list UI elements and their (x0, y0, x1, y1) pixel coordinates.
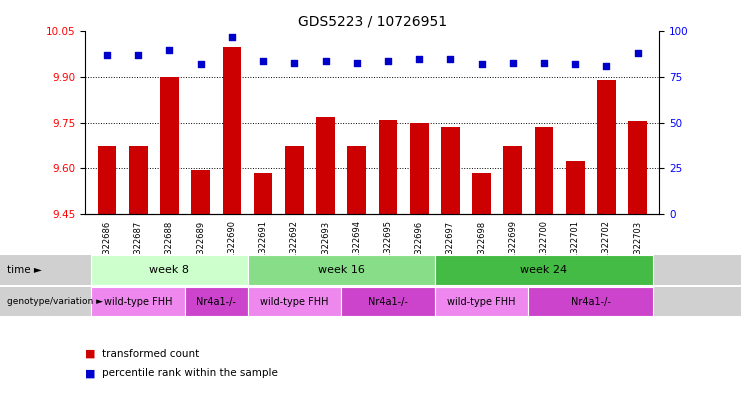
Bar (253, 173, 273, 214)
Text: week 16: week 16 (318, 265, 365, 275)
Text: wild-type FHH: wild-type FHH (260, 297, 328, 307)
Point (413, 56, 425, 62)
Bar (222, 47, 242, 214)
Point (195, 61, 207, 68)
Bar (191, 170, 210, 214)
Bar (285, 146, 304, 214)
Bar (160, 77, 179, 214)
Text: wild-type FHH: wild-type FHH (448, 297, 516, 307)
Point (476, 61, 488, 68)
Point (632, 50, 644, 57)
Text: week 24: week 24 (520, 265, 568, 275)
Point (101, 52, 113, 58)
Text: Nr4a1-/-: Nr4a1-/- (196, 297, 236, 307)
Point (164, 47, 176, 53)
Bar (628, 121, 647, 214)
Bar (566, 161, 585, 214)
Text: Nr4a1-/-: Nr4a1-/- (571, 297, 611, 307)
Text: ■: ■ (85, 349, 96, 359)
Text: transformed count: transformed count (102, 349, 199, 359)
Bar (597, 80, 616, 214)
Point (507, 59, 519, 66)
Point (538, 59, 550, 66)
Bar (535, 127, 554, 214)
Title: GDS5223 / 10726951: GDS5223 / 10726951 (298, 15, 447, 29)
Point (133, 52, 144, 58)
Point (350, 59, 362, 66)
Text: time ►: time ► (7, 265, 42, 275)
Text: genotype/variation ►: genotype/variation ► (7, 297, 104, 306)
Text: Nr4a1-/-: Nr4a1-/- (368, 297, 408, 307)
Point (445, 56, 456, 62)
Bar (503, 146, 522, 214)
Bar (410, 123, 428, 214)
Text: week 8: week 8 (150, 265, 190, 275)
Bar (316, 117, 335, 214)
Text: wild-type FHH: wild-type FHH (104, 297, 173, 307)
Bar (98, 146, 116, 214)
Point (600, 63, 612, 69)
Point (569, 61, 581, 68)
Bar (348, 146, 366, 214)
Bar (472, 173, 491, 214)
Point (288, 59, 300, 66)
Text: percentile rank within the sample: percentile rank within the sample (102, 368, 277, 378)
Bar (441, 127, 459, 214)
Text: ■: ■ (85, 368, 96, 378)
Point (382, 57, 394, 64)
Point (319, 57, 331, 64)
Bar (129, 146, 147, 214)
Point (257, 57, 269, 64)
Point (226, 34, 238, 40)
Bar (379, 120, 397, 214)
